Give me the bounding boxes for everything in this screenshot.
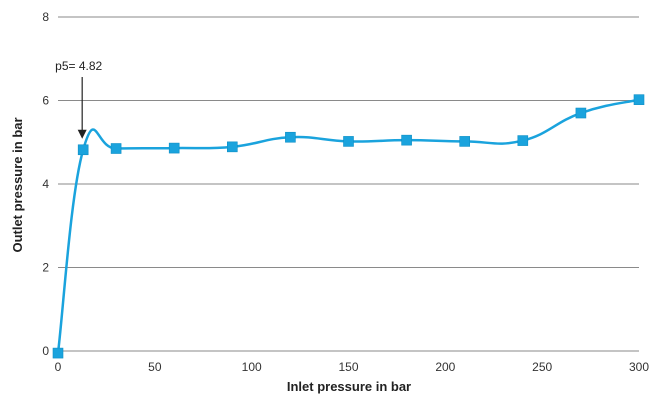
data-point: [343, 136, 354, 147]
data-point: [459, 136, 471, 147]
data-point: [575, 107, 587, 119]
x-axis-title: Inlet pressure in bar: [287, 379, 411, 394]
x-tick-label: 100: [242, 360, 262, 374]
data-point: [401, 134, 412, 146]
x-tick-label: 150: [338, 360, 358, 374]
data-point: [52, 347, 64, 359]
x-tick-label: 300: [629, 360, 649, 374]
data-point: [633, 94, 645, 105]
x-tick-labels: 0 50 100 150 200 250 300: [55, 360, 650, 374]
annotation-layer: p5= 4.82: [55, 59, 103, 139]
x-tick-label: 0: [55, 360, 62, 374]
y-tick-labels: 0 2 4 6 8: [42, 10, 49, 358]
data-point: [168, 142, 180, 154]
data-point: [227, 141, 238, 153]
x-tick-label: 200: [435, 360, 455, 374]
y-tick-label: 4: [42, 177, 49, 191]
y-tick-label: 8: [42, 10, 49, 24]
data-point: [285, 131, 296, 143]
annotation-label: p5= 4.82: [55, 59, 102, 73]
data-point: [77, 144, 89, 156]
x-tick-label: 250: [532, 360, 552, 374]
x-tick-label: 50: [148, 360, 162, 374]
y-tick-label: 6: [42, 94, 49, 108]
data-point: [110, 143, 122, 154]
grid-lines: [58, 16, 639, 352]
marker-layer: [52, 94, 645, 359]
data-point: [517, 135, 529, 146]
y-tick-label: 0: [42, 344, 49, 358]
annotation-arrow-head: [77, 129, 87, 139]
y-tick-label: 2: [42, 261, 49, 275]
y-axis-title: Outlet pressure in bar: [10, 117, 25, 252]
